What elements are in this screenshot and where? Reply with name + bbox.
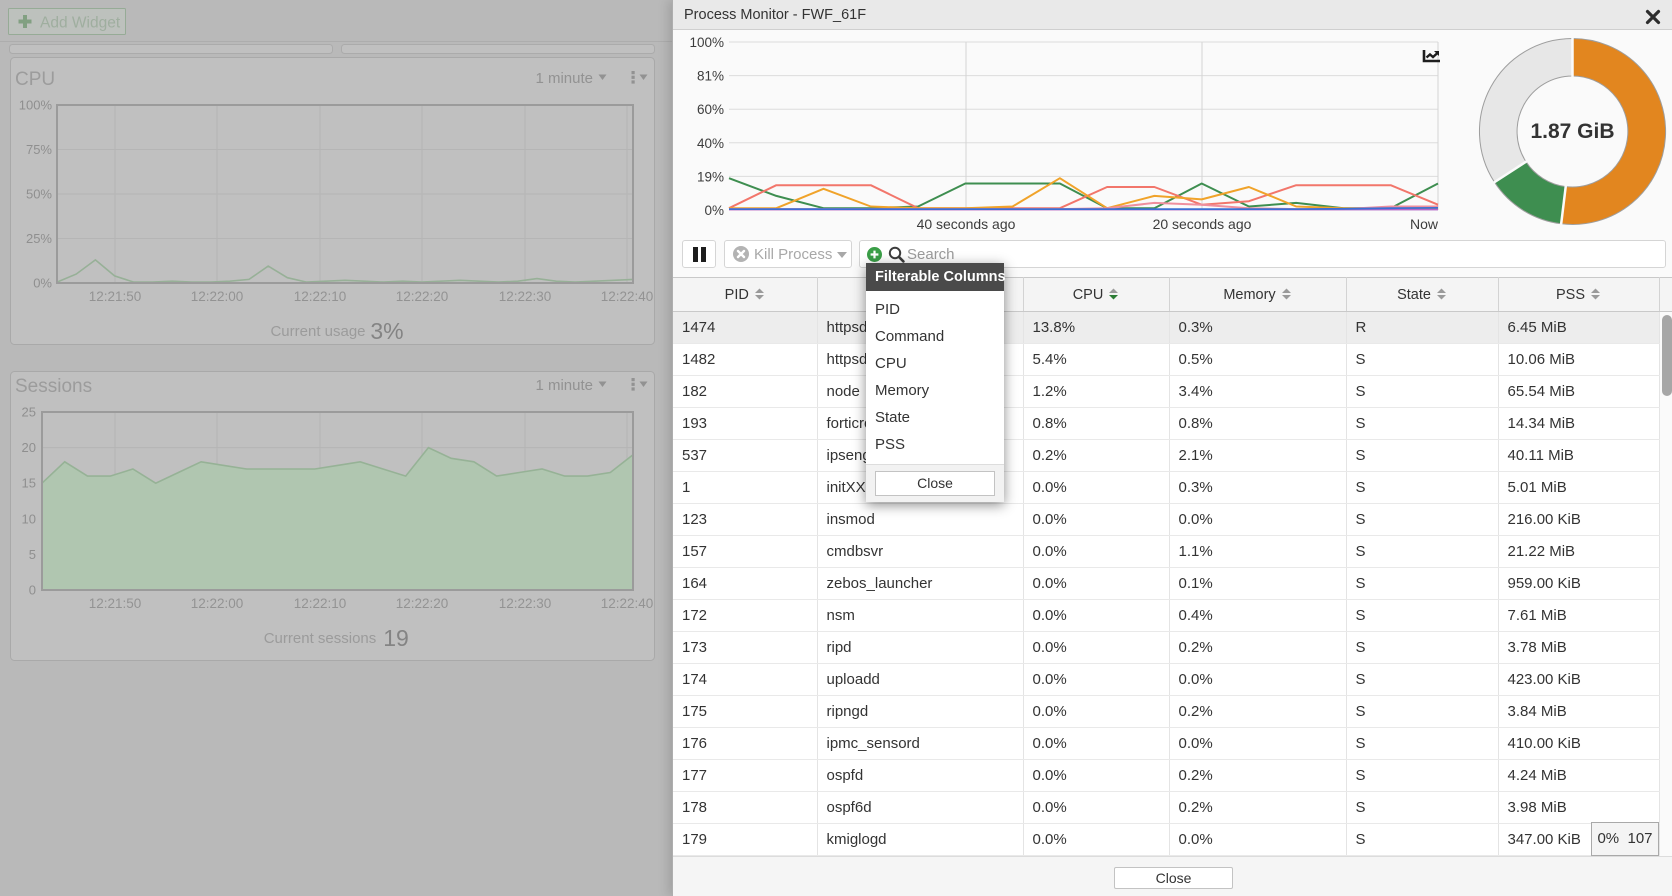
svg-text:25: 25 (22, 405, 36, 420)
svg-text:12:22:00: 12:22:00 (191, 289, 244, 304)
svg-text:19: 19 (383, 625, 409, 651)
svg-text:Sessions: Sessions (15, 376, 92, 397)
svg-text:0%: 0% (33, 276, 52, 291)
svg-text:12:22:10: 12:22:10 (294, 289, 347, 304)
svg-text:1.87 GiB: 1.87 GiB (1530, 120, 1614, 143)
svg-text:19%: 19% (697, 169, 724, 184)
svg-text:Add Widget: Add Widget (40, 15, 121, 32)
svg-text:1 minute: 1 minute (535, 70, 593, 87)
svg-text:40 seconds ago: 40 seconds ago (917, 216, 1016, 232)
svg-text:0: 0 (29, 583, 36, 598)
svg-text:60%: 60% (697, 102, 724, 117)
svg-text:10: 10 (22, 511, 36, 526)
svg-text:5: 5 (29, 547, 36, 562)
svg-text:CPU: CPU (15, 69, 55, 90)
svg-text:100%: 100% (689, 35, 724, 50)
svg-text:12:22:10: 12:22:10 (294, 596, 347, 611)
svg-text:12:22:00: 12:22:00 (191, 596, 244, 611)
svg-text:75%: 75% (26, 142, 52, 157)
svg-text:25%: 25% (26, 231, 52, 246)
svg-text:40%: 40% (697, 136, 724, 151)
svg-text:Now: Now (1410, 216, 1439, 232)
svg-text:20 seconds ago: 20 seconds ago (1153, 216, 1252, 232)
svg-text:50%: 50% (26, 187, 52, 202)
svg-text:12:21:50: 12:21:50 (89, 289, 142, 304)
svg-text:12:22:40: 12:22:40 (601, 289, 654, 304)
svg-text:12:22:40: 12:22:40 (601, 596, 654, 611)
svg-text:Current usage: Current usage (270, 323, 365, 340)
svg-text:0%: 0% (704, 203, 724, 218)
svg-text:Current sessions: Current sessions (264, 630, 377, 647)
svg-text:12:22:30: 12:22:30 (499, 596, 552, 611)
svg-text:1 minute: 1 minute (535, 377, 593, 394)
svg-text:20: 20 (22, 440, 36, 455)
svg-text:81%: 81% (697, 69, 724, 84)
svg-text:100%: 100% (19, 98, 53, 113)
svg-text:12:22:30: 12:22:30 (499, 289, 552, 304)
svg-text:15: 15 (22, 476, 36, 491)
svg-text:12:21:50: 12:21:50 (89, 596, 142, 611)
svg-text:12:22:20: 12:22:20 (396, 596, 449, 611)
svg-text:12:22:20: 12:22:20 (396, 289, 449, 304)
svg-text:3%: 3% (370, 318, 403, 344)
